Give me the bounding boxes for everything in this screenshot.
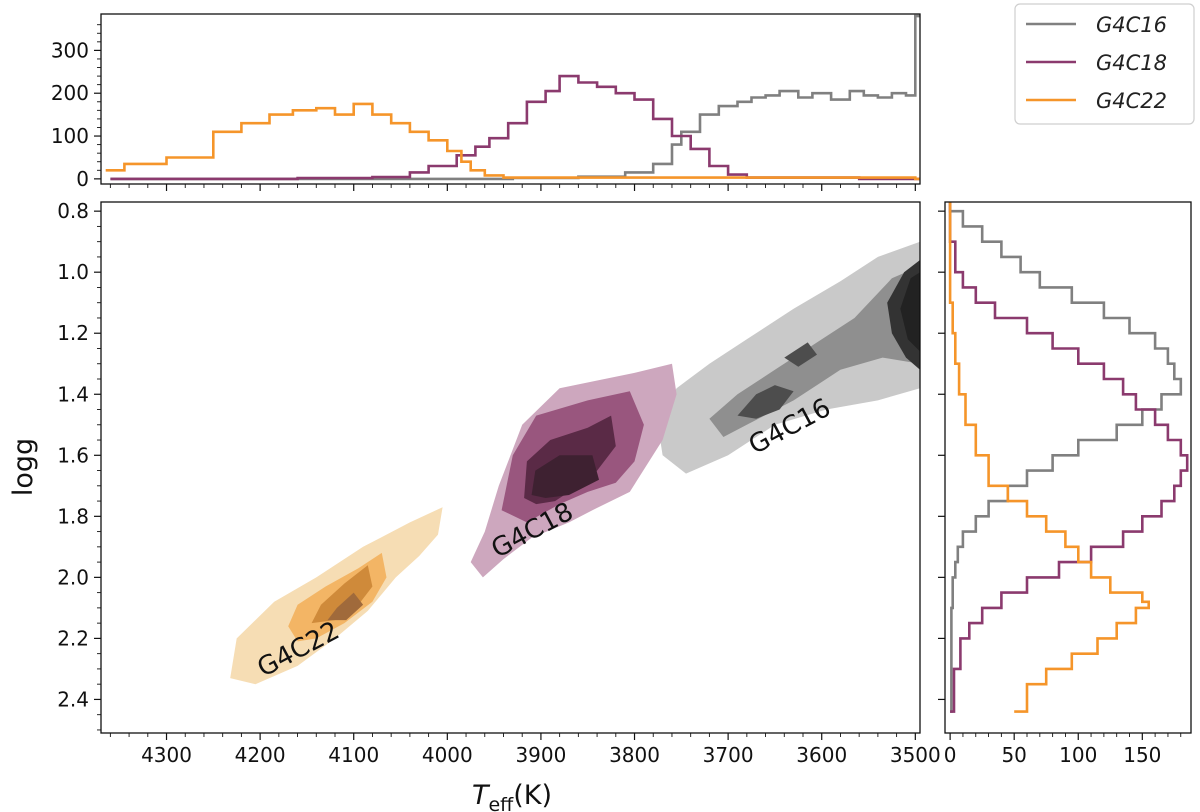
top-ytick-label: 300 (51, 38, 89, 62)
legend-box (1014, 3, 1195, 125)
right-hist-g4c16 (948, 202, 1183, 713)
main-xtick-label: 4200 (235, 743, 286, 767)
contour-g4c22-level-3 (311, 565, 373, 624)
right-xtick-label: 100 (1059, 743, 1097, 767)
contour-g4c16-level-4 (784, 342, 817, 367)
contour-layer (230, 241, 920, 685)
main-xtick-label: 3900 (515, 743, 566, 767)
top-histogram-panel: 0 100 200 300 (51, 13, 921, 191)
main-ytick-label: 1.8 (57, 504, 89, 528)
legend-label-g4c22: G4C22 (1096, 89, 1167, 113)
main-ytick-label: 1.4 (57, 382, 89, 406)
top-frame (100, 13, 921, 185)
top-ytick-label: 200 (51, 81, 89, 105)
main-xtick-label: 4300 (141, 743, 192, 767)
y-axis-title: logg (8, 438, 39, 496)
top-hist-g4c18 (110, 74, 920, 181)
main-xtick-label: 3800 (609, 743, 660, 767)
x-axis-title-unit: (K) (513, 780, 552, 811)
top-hist-g4c22 (105, 102, 920, 181)
main-ytick-label: 0.8 (57, 199, 89, 223)
contour-g4c16-level-6 (900, 272, 920, 352)
x-axis-title: Teff(K) (472, 780, 552, 812)
main-ytick-label: 1.6 (57, 443, 89, 467)
right-hist-g4c18 (948, 202, 1189, 713)
right-histogram-panel: 0 50 100 150 (938, 201, 1192, 767)
main-ytick-label: 2.4 (57, 687, 89, 711)
legend-label-g4c16: G4C16 (1096, 13, 1167, 37)
main-ytick-label: 2.0 (57, 565, 89, 589)
main-frame (100, 201, 921, 734)
main-ytick-label: 1.0 (57, 260, 89, 284)
x-axis-title-sub: eff (488, 794, 514, 812)
contour-g4c18-level-4 (531, 455, 599, 498)
legend: G4C16 G4C18 G4C22 (1014, 3, 1195, 125)
right-frame (944, 201, 1192, 734)
right-xtick-label: 50 (1001, 743, 1026, 767)
main-xtick-label: 3500 (890, 743, 941, 767)
top-hist-g4c16 (110, 14, 920, 181)
main-xtick-label: 3600 (796, 743, 847, 767)
main-xtick-label: 3700 (703, 743, 754, 767)
x-axis-title-main: T (472, 780, 491, 811)
contour-g4c16-level-3 (737, 385, 794, 419)
main-ytick-label: 1.2 (57, 321, 89, 345)
right-hist-g4c22 (948, 202, 1150, 713)
main-ytick-label: 2.2 (57, 626, 89, 650)
contour-g4c22-level-4 (327, 592, 364, 621)
legend-label-g4c18: G4C18 (1096, 51, 1167, 75)
main-xtick-label: 4100 (328, 743, 379, 767)
right-xtick-label: 150 (1123, 743, 1161, 767)
main-xtick-label: 4000 (422, 743, 473, 767)
top-ytick-label: 0 (76, 167, 89, 191)
top-ytick-label: 100 (51, 124, 89, 148)
right-xtick-label: 0 (944, 743, 957, 767)
